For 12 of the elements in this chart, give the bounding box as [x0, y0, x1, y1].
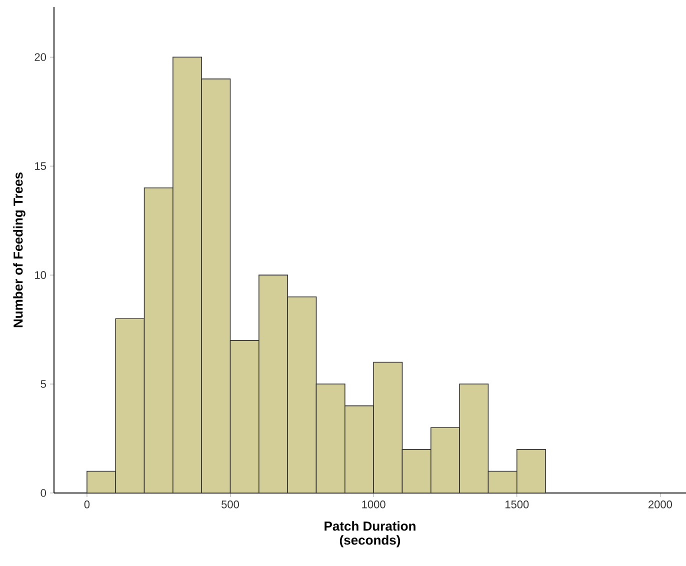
x-axis-title: Patch Duration (seconds)	[324, 521, 416, 548]
y-tick-label: 5	[40, 380, 46, 388]
x-tick-label: 1000	[362, 500, 386, 508]
y-tick-label: 20	[34, 53, 46, 62]
y-tick-label: 0	[40, 489, 46, 497]
y-tick-label: 15	[35, 162, 46, 170]
x-tick-label: 500	[222, 500, 240, 508]
x-tick-label: 2000	[648, 500, 672, 508]
y-tick-label: 10	[35, 271, 46, 279]
x-tick-label: 0	[84, 500, 90, 508]
x-tick-label: 1500	[505, 500, 529, 508]
y-axis-title: Number of Feeding Trees	[13, 172, 26, 328]
